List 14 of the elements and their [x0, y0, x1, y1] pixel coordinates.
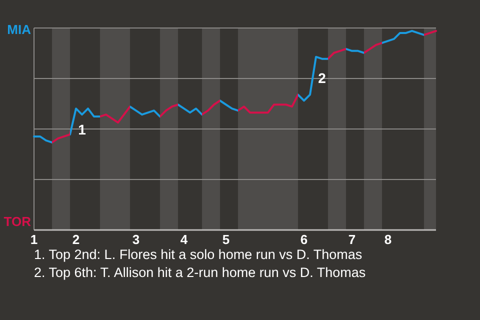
x-tick-label: 8 [384, 232, 392, 247]
text: 1. Top 2nd: L. Flores hit a solo home run vs D. Thomas [34, 247, 362, 262]
x-tick-label: 2 [72, 232, 80, 247]
x-tick-label: 6 [300, 232, 308, 247]
x-tick-label: 1 [30, 232, 38, 247]
text: TOR [4, 214, 32, 229]
x-tick-label: 3 [132, 232, 140, 247]
x-tick-label: 7 [348, 232, 356, 247]
x-tick-label: 5 [222, 232, 230, 247]
annotation: 1 [78, 122, 86, 138]
x-tick-label: 4 [180, 232, 188, 247]
text: MIA [7, 22, 32, 37]
annotation: 2 [318, 70, 326, 86]
text: 2. Top 6th: T. Allison hit a 2-run home run vs D. Thomas [34, 265, 366, 280]
